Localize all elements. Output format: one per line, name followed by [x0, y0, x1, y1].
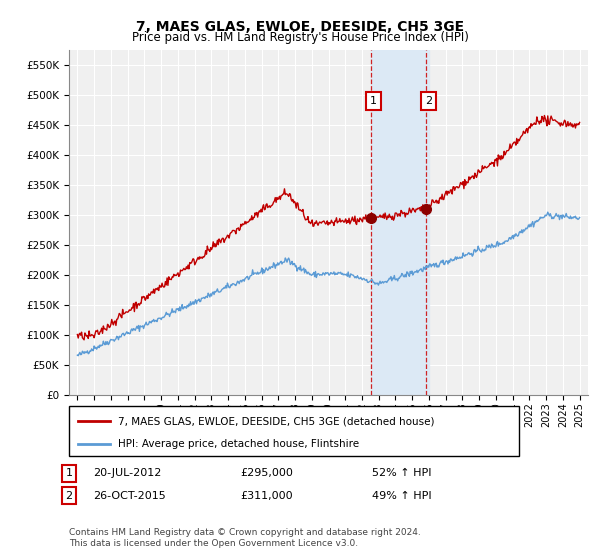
- Text: Price paid vs. HM Land Registry's House Price Index (HPI): Price paid vs. HM Land Registry's House …: [131, 31, 469, 44]
- Text: 20-JUL-2012: 20-JUL-2012: [93, 468, 161, 478]
- Text: 7, MAES GLAS, EWLOE, DEESIDE, CH5 3GE (detached house): 7, MAES GLAS, EWLOE, DEESIDE, CH5 3GE (d…: [119, 416, 435, 426]
- Text: 1: 1: [65, 468, 73, 478]
- Text: 26-OCT-2015: 26-OCT-2015: [93, 491, 166, 501]
- Text: 52% ↑ HPI: 52% ↑ HPI: [372, 468, 431, 478]
- Text: 1: 1: [370, 96, 377, 106]
- FancyBboxPatch shape: [69, 406, 519, 456]
- Text: 7, MAES GLAS, EWLOE, DEESIDE, CH5 3GE: 7, MAES GLAS, EWLOE, DEESIDE, CH5 3GE: [136, 20, 464, 34]
- Text: £295,000: £295,000: [240, 468, 293, 478]
- Text: Contains HM Land Registry data © Crown copyright and database right 2024.
This d: Contains HM Land Registry data © Crown c…: [69, 528, 421, 548]
- Text: 2: 2: [425, 96, 432, 106]
- Text: HPI: Average price, detached house, Flintshire: HPI: Average price, detached house, Flin…: [119, 439, 359, 449]
- Text: 49% ↑ HPI: 49% ↑ HPI: [372, 491, 431, 501]
- Text: 2: 2: [65, 491, 73, 501]
- Text: £311,000: £311,000: [240, 491, 293, 501]
- Bar: [371, 50, 429, 395]
